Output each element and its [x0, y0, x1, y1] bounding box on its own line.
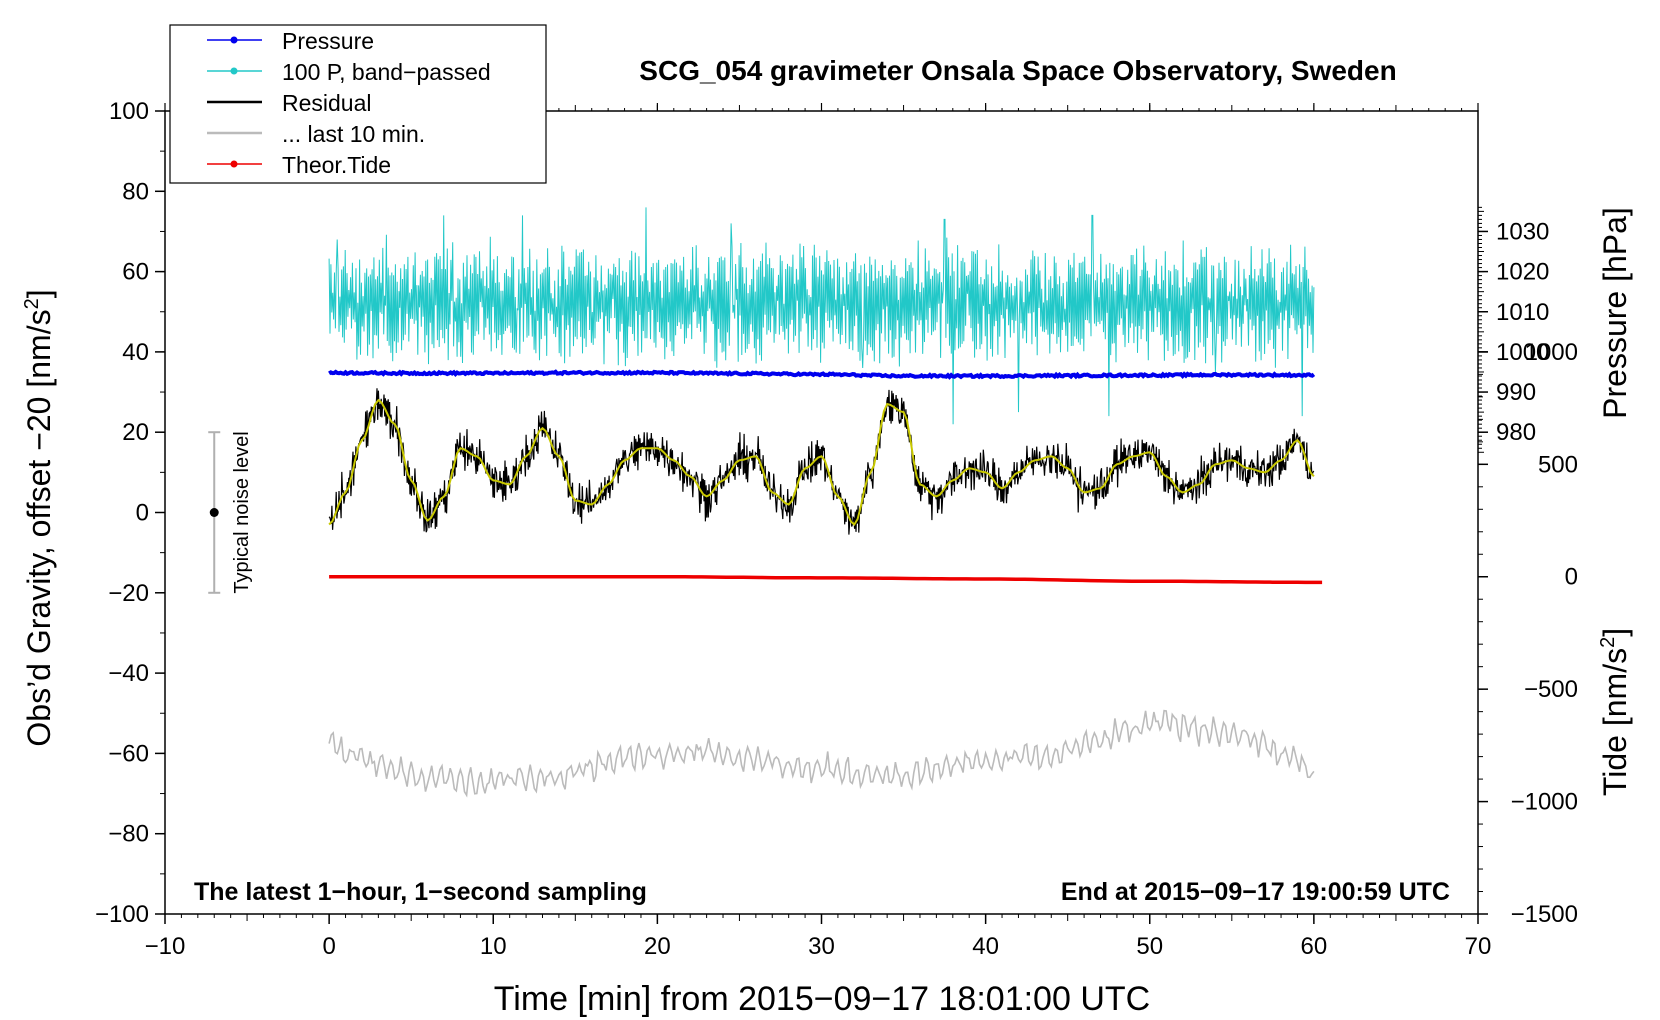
y-tick-label: −20	[108, 580, 149, 607]
annotation-bottom-right: End at 2015−09−17 19:00:59 UTC	[1061, 878, 1450, 906]
y-tick-label: 0	[136, 500, 149, 527]
y-label-left-main: Obs’d Gravity, offset −20 [nm/s	[21, 309, 57, 746]
legend-label-bandpassed: 100 P, band−passed	[282, 59, 491, 85]
y-tick-label: 60	[122, 259, 149, 286]
tide-tick-label: −1000	[1511, 789, 1578, 816]
y-label-left-close: ]	[21, 289, 57, 298]
legend-marker-tide	[230, 160, 238, 168]
x-tick-label: −10	[145, 933, 186, 960]
tide-tick-label: 0	[1565, 564, 1578, 591]
pressure-tick-label: 1010	[1496, 299, 1549, 326]
legend-marker-bandpassed	[230, 67, 238, 75]
legend-label-tide: Theor.Tide	[282, 152, 391, 178]
y-label-left-superscript: 2	[21, 298, 43, 309]
series-last10-line	[328, 709, 1315, 798]
axis-ticks: −10 0 10 20 30 40 50 60 70100806040200−20−40−60−…	[95, 98, 1578, 960]
pressure-tick-label: 980	[1496, 419, 1536, 446]
y-axis-label-pressure: Pressure [hPa]	[1597, 207, 1633, 419]
pressure-tick-label: 1030	[1496, 218, 1549, 245]
y-tick-label: −80	[108, 821, 149, 848]
series-residual-smoothed-line	[328, 398, 1315, 527]
pressure-tick-label: 1020	[1496, 259, 1549, 286]
pressure-tick-label: 1000	[1496, 339, 1549, 366]
x-tick-label: 40	[972, 933, 999, 960]
noise-bar-center-dot	[209, 508, 219, 517]
y-label-tide-close: ]	[1597, 628, 1633, 637]
series-pressure-line	[328, 369, 1316, 380]
noise-indicator: Typical noise level	[208, 431, 253, 594]
legend-label-pressure: Pressure	[282, 28, 374, 54]
y-label-tide-main: Tide [nm/s	[1597, 648, 1633, 796]
x-tick-label: 50	[1136, 933, 1163, 960]
series-tide-line	[329, 574, 1323, 585]
noise-label: Typical noise level	[231, 431, 253, 593]
y-tick-label: −60	[108, 740, 149, 767]
tide-tick-label: −500	[1524, 676, 1578, 703]
y-tick-label: −100	[95, 901, 149, 928]
y-tick-label: 40	[122, 339, 149, 366]
tide-tick-label: −1500	[1511, 901, 1578, 928]
x-tick-label: 0	[322, 933, 335, 960]
y-tick-label: 20	[122, 419, 149, 446]
legend-label-residual: Residual	[282, 90, 372, 116]
pressure-tick-label: 990	[1496, 379, 1536, 406]
x-tick-label: 20	[644, 933, 671, 960]
y-tick-label: 80	[122, 178, 149, 205]
tide-tick-label: 500	[1538, 451, 1578, 478]
annotation-bottom-left: The latest 1−hour, 1−second sampling	[194, 878, 647, 906]
x-tick-label: 30	[808, 933, 835, 960]
x-tick-label: 60	[1301, 933, 1328, 960]
y-axis-label-left: Obs’d Gravity, offset −20 [nm/s2]	[21, 289, 57, 746]
x-tick-label: 70	[1465, 933, 1492, 960]
y-axis-label-tide: Tide [nm/s2]	[1597, 628, 1633, 796]
x-axis-label: Time [min] from 2015−09−17 18:01:00 UTC	[494, 980, 1150, 1018]
x-tick-label: 10	[480, 933, 507, 960]
legend-box	[169, 24, 547, 184]
tide-tick-label: 1000	[1525, 339, 1578, 366]
series-bandpassed-line	[328, 207, 1315, 425]
series-layer	[328, 207, 1323, 798]
legend-marker-pressure	[230, 36, 238, 44]
chart-title: SCG_054 gravimeter Onsala Space Observat…	[639, 55, 1396, 86]
y-tick-label: −40	[108, 660, 149, 687]
chart-legend: Pressure 100 P, band−passed Residual ...…	[169, 24, 547, 184]
y-tick-label: 100	[109, 98, 149, 125]
legend-label-last10: ... last 10 min.	[282, 121, 425, 147]
y-label-tide-superscript: 2	[1597, 637, 1619, 648]
